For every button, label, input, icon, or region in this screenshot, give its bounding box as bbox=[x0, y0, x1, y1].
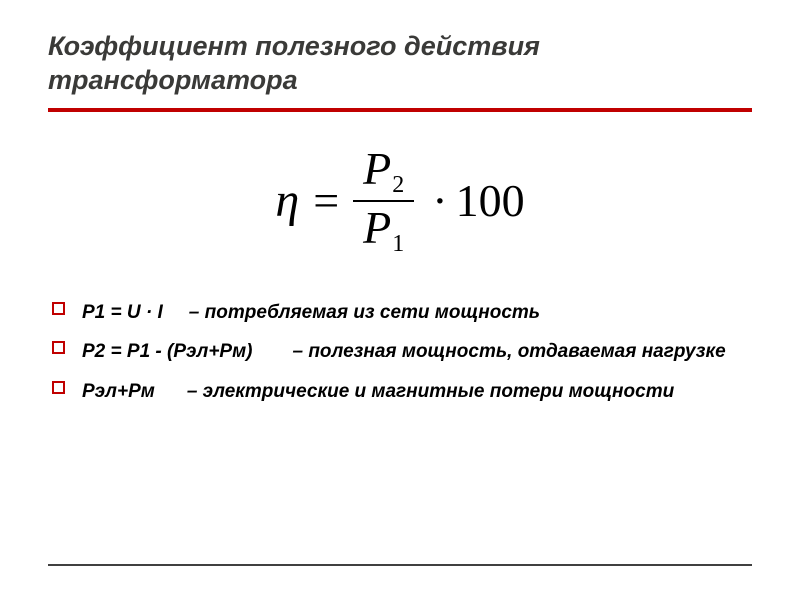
efficiency-formula: η = P2 P1 · 100 bbox=[275, 146, 524, 256]
slide-title: Коэффициент полезного действия трансформ… bbox=[48, 30, 752, 98]
title-underline bbox=[48, 108, 752, 112]
formula-factor: 100 bbox=[456, 174, 525, 227]
def-desc: – полезная мощность, отдаваемая нагрузке bbox=[292, 341, 725, 362]
slide: Коэффициент полезного действия трансформ… bbox=[0, 0, 800, 600]
formula-denominator: P1 bbox=[353, 202, 414, 256]
formula-den-sub: 1 bbox=[392, 231, 404, 257]
formula-fraction: P2 P1 bbox=[353, 146, 414, 256]
square-bullet-icon bbox=[52, 381, 65, 394]
def-lhs: P2 = P1 - (Pэл+Pм) bbox=[82, 341, 252, 362]
square-bullet-icon bbox=[52, 341, 65, 354]
formula-block: η = P2 P1 · 100 bbox=[48, 146, 752, 256]
def-desc: – потребляемая из сети мощность bbox=[189, 302, 540, 323]
formula-equals: = bbox=[313, 174, 339, 227]
formula-den-var: P bbox=[363, 202, 391, 253]
list-item: Pэл+Pм – электрические и магнитные потери… bbox=[52, 379, 752, 405]
formula-eta: η bbox=[275, 173, 299, 228]
definitions-list: P1 = U · I – потребляемая из сети мощност… bbox=[52, 300, 752, 405]
def-lhs: P1 = U · I bbox=[82, 302, 163, 323]
formula-num-var: P bbox=[363, 143, 391, 194]
list-item: P1 = U · I – потребляемая из сети мощност… bbox=[52, 300, 752, 326]
footer-rule bbox=[48, 564, 752, 566]
def-lhs: Pэл+Pм bbox=[82, 381, 155, 402]
formula-numerator: P2 bbox=[353, 146, 414, 202]
formula-dot: · bbox=[432, 174, 447, 227]
list-item: P2 = P1 - (Pэл+Pм) – полезная мощность, о… bbox=[52, 339, 752, 365]
def-desc: – электрические и магнитные потери мощно… bbox=[187, 381, 674, 402]
square-bullet-icon bbox=[52, 302, 65, 315]
formula-num-sub: 2 bbox=[392, 172, 404, 198]
